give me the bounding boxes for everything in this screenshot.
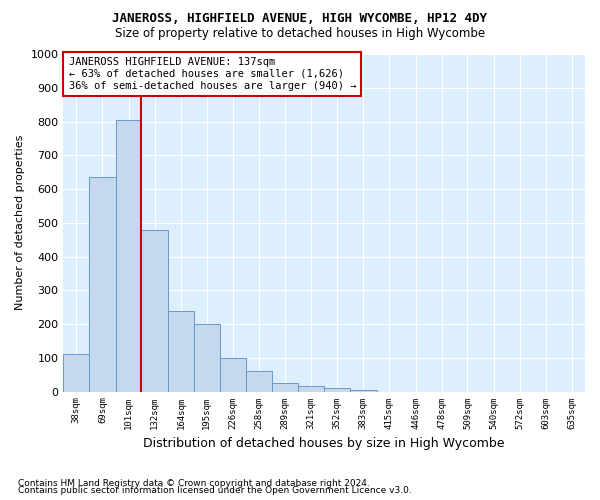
Text: JANEROSS, HIGHFIELD AVENUE, HIGH WYCOMBE, HP12 4DY: JANEROSS, HIGHFIELD AVENUE, HIGH WYCOMBE… xyxy=(113,12,487,26)
Text: Contains public sector information licensed under the Open Government Licence v3: Contains public sector information licen… xyxy=(18,486,412,495)
Bar xyxy=(324,388,350,392)
Bar xyxy=(298,386,324,392)
Bar xyxy=(194,324,220,392)
Bar xyxy=(272,383,298,392)
Bar xyxy=(220,358,246,392)
Bar xyxy=(64,354,89,392)
Text: Size of property relative to detached houses in High Wycombe: Size of property relative to detached ho… xyxy=(115,28,485,40)
Text: JANEROSS HIGHFIELD AVENUE: 137sqm
← 63% of detached houses are smaller (1,626)
3: JANEROSS HIGHFIELD AVENUE: 137sqm ← 63% … xyxy=(68,58,356,90)
Bar xyxy=(116,120,142,392)
Text: Contains HM Land Registry data © Crown copyright and database right 2024.: Contains HM Land Registry data © Crown c… xyxy=(18,478,370,488)
X-axis label: Distribution of detached houses by size in High Wycombe: Distribution of detached houses by size … xyxy=(143,437,505,450)
Bar xyxy=(168,310,194,392)
Bar xyxy=(350,390,377,392)
Bar xyxy=(246,372,272,392)
Y-axis label: Number of detached properties: Number of detached properties xyxy=(15,135,25,310)
Bar xyxy=(89,177,116,392)
Bar xyxy=(142,230,168,392)
